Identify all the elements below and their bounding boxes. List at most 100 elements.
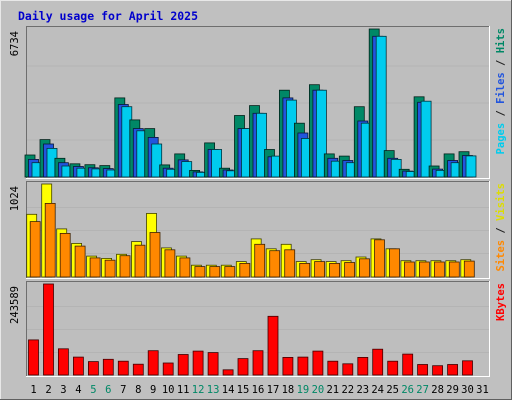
bar-kbytes-day-6: KBytes 6: 42000 [102,358,114,376]
bar-kbytes-day-21: KBytes 21: 37000 [327,360,339,376]
bar-sites-day-4: Sites 4: 340 [74,245,86,278]
bar-pages-day-16: Pages 16: 2900 [256,112,267,178]
x-tick-label: 5 [90,384,96,396]
bar-sites-day-17: Sites 17: 290 [269,250,281,278]
bar-sites-day-19: Sites 19: 150 [299,262,311,278]
bar-kbytes-day-1: KBytes 1: 94000 [28,339,39,376]
bar-kbytes-day-14: KBytes 14: 14000 [222,369,234,376]
x-tick-label: 31 [476,384,489,396]
bar-pages-day-9: Pages 9: 1500 [151,143,163,178]
x-tick-label: 2 [45,384,51,396]
bar-sites-day-5: Sites 5: 210 [89,257,101,278]
bar-pages-day-13: Pages 13: 1250 [211,149,223,178]
x-tick-label: 11 [177,384,190,396]
bar-pages-day-11: Pages 11: 700 [181,161,193,178]
bar-kbytes-day-19: KBytes 19: 48000 [297,356,309,376]
bar-kbytes-day-11: KBytes 11: 55000 [177,354,189,376]
bar-kbytes-day-15: KBytes 15: 44000 [237,358,249,376]
bar-pages-day-25: Pages 25: 800 [390,158,402,178]
bar-kbytes-day-12: KBytes 12: 64000 [192,350,204,376]
x-tick-label: 20 [312,384,325,396]
x-tick-label: 15 [237,384,250,396]
x-tick-label: 3 [60,384,66,396]
x-tick-label: 16 [252,384,265,396]
y-max-label-middle: 1024 [9,186,21,211]
bar-kbytes-day-10: KBytes 10: 32000 [162,362,174,376]
bar-sites-day-6: Sites 6: 185 [104,259,116,278]
bar-kbytes-day-7: KBytes 7: 37000 [117,360,129,376]
bar-sites-day-3: Sites 3: 480 [59,232,71,278]
bar-sites-day-28: Sites 28: 165 [433,261,445,278]
bar-kbytes-day-5: KBytes 5: 36000 [88,361,99,376]
bar-sites-day-24: Sites 24: 410 [374,239,385,278]
x-tick-label: 10 [162,384,175,396]
x-tick-label: 7 [120,384,126,396]
x-tick-label: 27 [416,384,429,396]
bar-sites-day-1: Sites 1: 610 [29,221,41,278]
y-max-label-bottom: 243589 [9,286,21,324]
x-tick-label: 19 [297,384,310,396]
x-tick-label: 22 [341,384,354,396]
bar-kbytes-day-25: KBytes 25: 37000 [387,360,399,376]
bar-kbytes-day-4: KBytes 4: 48000 [73,356,84,376]
bar-kbytes-day-27: KBytes 27: 28000 [417,364,429,376]
legend-entry: Files [495,72,507,104]
legend-entry: Sites [495,240,507,272]
legend-entry: / [495,104,507,123]
bar-kbytes-day-26: KBytes 26: 56000 [402,353,414,376]
bar-sites-day-9: Sites 9: 490 [149,232,161,278]
bar-kbytes-day-17: KBytes 17: 157000 [267,315,279,376]
bar-sites-day-7: Sites 7: 235 [119,255,131,278]
bar-sites-day-10: Sites 10: 300 [164,249,176,278]
x-tick-label: 13 [207,384,220,396]
chart-title: Daily usage for April 2025 [18,9,198,23]
bar-kbytes-day-18: KBytes 18: 47000 [282,356,294,376]
bar-sites-day-2: Sites 2: 810 [44,202,56,278]
x-tick-label: 8 [135,384,141,396]
bar-sites-day-13: Sites 13: 115 [209,266,221,278]
bar-sites-day-21: Sites 21: 150 [329,262,341,278]
bar-kbytes-day-30: KBytes 30: 38000 [462,360,473,376]
bar-sites-day-29: Sites 29: 165 [448,261,460,278]
legend-middle: Sites / Visits [495,183,507,272]
bar-kbytes-day-9: KBytes 9: 65000 [147,350,159,376]
legend-entry: Visits [495,183,507,221]
bar-pages-day-30: Pages 30: 960 [465,155,477,178]
bar-sites-day-8: Sites 8: 350 [134,244,146,278]
x-tick-label: 28 [431,384,444,396]
x-tick-label: 21 [326,384,339,396]
legend-entry: Pages [495,123,507,155]
bar-sites-day-25: Sites 25: 310 [389,248,400,278]
bar-kbytes-day-24: KBytes 24: 69000 [372,348,384,376]
x-tick-label: 26 [401,384,414,396]
panel-bottom: 243589 KBytes KBytes 1: 94000 KBytes 2: 243… [9,281,507,377]
x-tick-label: 30 [461,384,474,396]
bar-kbytes-day-3: KBytes 3: 70000 [58,348,69,376]
x-tick-label: 18 [282,384,295,396]
legend-bottom: KBytes [495,283,507,321]
bar-kbytes-day-23: KBytes 23: 47000 [357,356,369,376]
legend-entry: / [495,221,507,240]
bar-sites-day-20: Sites 20: 170 [314,261,326,278]
bar-sites-day-15: Sites 15: 150 [239,262,251,278]
x-tick-label: 4 [75,384,81,396]
x-tick-label: 24 [371,384,384,396]
bar-sites-day-27: Sites 27: 165 [418,261,430,278]
y-max-label-top: 6734 [9,31,21,56]
legend-entry: / [495,53,507,72]
bar-pages-day-27: Pages 27: 3450 [420,100,432,178]
bar-sites-day-12: Sites 12: 115 [194,266,206,278]
bar-kbytes-day-22: KBytes 22: 30000 [342,363,354,376]
x-tick-label: 12 [192,384,205,396]
x-tick-label: 1 [30,384,36,396]
legend-entry: KBytes [495,283,507,321]
bar-kbytes-day-13: KBytes 13: 60000 [207,352,219,376]
bar-sites-day-26: Sites 26: 165 [403,261,415,278]
x-tick-label: 17 [267,384,280,396]
bar-sites-day-30: Sites 30: 175 [463,260,475,278]
x-tick-label: 29 [446,384,459,396]
bar-kbytes-day-8: KBytes 8: 29000 [132,363,144,376]
